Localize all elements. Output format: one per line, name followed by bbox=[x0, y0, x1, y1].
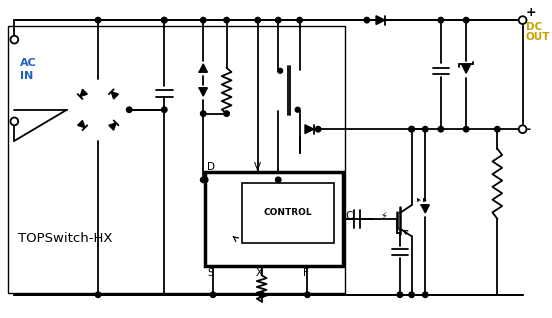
FancyBboxPatch shape bbox=[8, 26, 346, 293]
Text: F: F bbox=[302, 268, 309, 278]
Text: TOPSwitch-HX: TOPSwitch-HX bbox=[18, 232, 113, 245]
Circle shape bbox=[438, 17, 444, 23]
Text: IN: IN bbox=[20, 71, 34, 81]
Circle shape bbox=[10, 118, 18, 125]
Polygon shape bbox=[78, 121, 85, 128]
Text: +: + bbox=[526, 6, 536, 19]
Circle shape bbox=[95, 292, 101, 297]
Circle shape bbox=[519, 125, 527, 133]
Circle shape bbox=[305, 292, 310, 297]
Circle shape bbox=[162, 107, 167, 113]
Text: V: V bbox=[254, 162, 261, 172]
Text: S: S bbox=[207, 268, 214, 278]
Circle shape bbox=[275, 177, 281, 183]
Text: DC: DC bbox=[526, 22, 542, 32]
Circle shape bbox=[255, 17, 261, 23]
Circle shape bbox=[520, 127, 526, 132]
Circle shape bbox=[464, 127, 469, 132]
Circle shape bbox=[162, 17, 167, 23]
Circle shape bbox=[200, 111, 206, 116]
Text: CONTROL: CONTROL bbox=[264, 208, 312, 218]
Text: D: D bbox=[207, 162, 215, 172]
Circle shape bbox=[210, 292, 216, 297]
Circle shape bbox=[409, 127, 415, 132]
Text: X: X bbox=[256, 268, 263, 278]
Polygon shape bbox=[376, 16, 385, 24]
Polygon shape bbox=[80, 89, 87, 97]
Circle shape bbox=[95, 17, 101, 23]
Polygon shape bbox=[199, 88, 207, 96]
Circle shape bbox=[275, 17, 281, 23]
Text: OUT: OUT bbox=[526, 31, 550, 42]
Circle shape bbox=[126, 107, 132, 113]
Circle shape bbox=[520, 17, 526, 23]
Circle shape bbox=[315, 127, 321, 132]
Circle shape bbox=[224, 17, 229, 23]
Polygon shape bbox=[199, 64, 207, 72]
Polygon shape bbox=[421, 205, 429, 213]
Circle shape bbox=[200, 17, 206, 23]
Polygon shape bbox=[305, 125, 314, 134]
Circle shape bbox=[10, 36, 18, 44]
Circle shape bbox=[203, 177, 208, 183]
Circle shape bbox=[162, 17, 167, 23]
Polygon shape bbox=[109, 123, 116, 130]
Circle shape bbox=[224, 111, 229, 116]
Circle shape bbox=[464, 17, 469, 23]
Circle shape bbox=[495, 127, 500, 132]
Circle shape bbox=[200, 177, 206, 183]
Polygon shape bbox=[462, 65, 470, 73]
FancyBboxPatch shape bbox=[242, 183, 334, 243]
Circle shape bbox=[409, 292, 415, 297]
Circle shape bbox=[364, 17, 369, 23]
Text: ⚡: ⚡ bbox=[380, 211, 388, 221]
FancyBboxPatch shape bbox=[205, 172, 343, 266]
Circle shape bbox=[259, 292, 264, 297]
Circle shape bbox=[295, 107, 300, 112]
Circle shape bbox=[397, 292, 402, 297]
Text: AC: AC bbox=[20, 58, 37, 68]
Circle shape bbox=[278, 68, 283, 73]
Circle shape bbox=[422, 127, 428, 132]
Circle shape bbox=[519, 16, 527, 24]
Text: -: - bbox=[526, 123, 530, 136]
Text: C: C bbox=[346, 211, 353, 221]
Circle shape bbox=[438, 127, 444, 132]
Circle shape bbox=[422, 292, 428, 297]
Polygon shape bbox=[112, 92, 119, 99]
Circle shape bbox=[297, 17, 302, 23]
Circle shape bbox=[409, 127, 415, 132]
